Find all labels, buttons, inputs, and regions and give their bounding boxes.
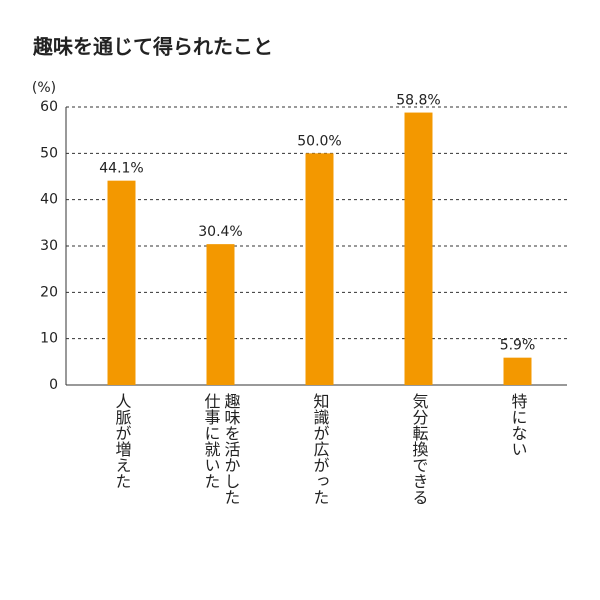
value-label: 44.1% xyxy=(99,161,143,177)
y-tick-label: 10 xyxy=(40,331,58,347)
bar xyxy=(206,244,235,385)
x-tick-label: 特にない xyxy=(508,393,528,457)
value-label: 50.0% xyxy=(297,133,341,149)
y-tick-label: 0 xyxy=(49,377,58,393)
bar xyxy=(107,180,136,385)
bar xyxy=(305,153,334,385)
value-label: 30.4% xyxy=(198,224,242,240)
y-tick-label: 50 xyxy=(40,145,58,161)
x-tick-label: 知識が広がった xyxy=(310,393,330,505)
bar xyxy=(404,112,433,385)
y-tick-label: 40 xyxy=(40,192,58,208)
y-axis-unit: (%) xyxy=(32,80,56,96)
value-label: 5.9% xyxy=(500,338,536,354)
x-tick-label: 趣味を活かした仕事に就いた xyxy=(201,393,241,505)
chart-title: 趣味を通じて得られたこと xyxy=(32,35,273,59)
x-tick-label: 人脈が増えた xyxy=(112,393,132,489)
y-tick-label: 60 xyxy=(40,99,58,115)
bar xyxy=(503,357,532,385)
value-label: 58.8% xyxy=(396,93,440,109)
y-tick-label: 20 xyxy=(40,284,58,300)
x-tick-label: 気分転換できる xyxy=(409,393,429,505)
y-tick-label: 30 xyxy=(40,238,58,254)
